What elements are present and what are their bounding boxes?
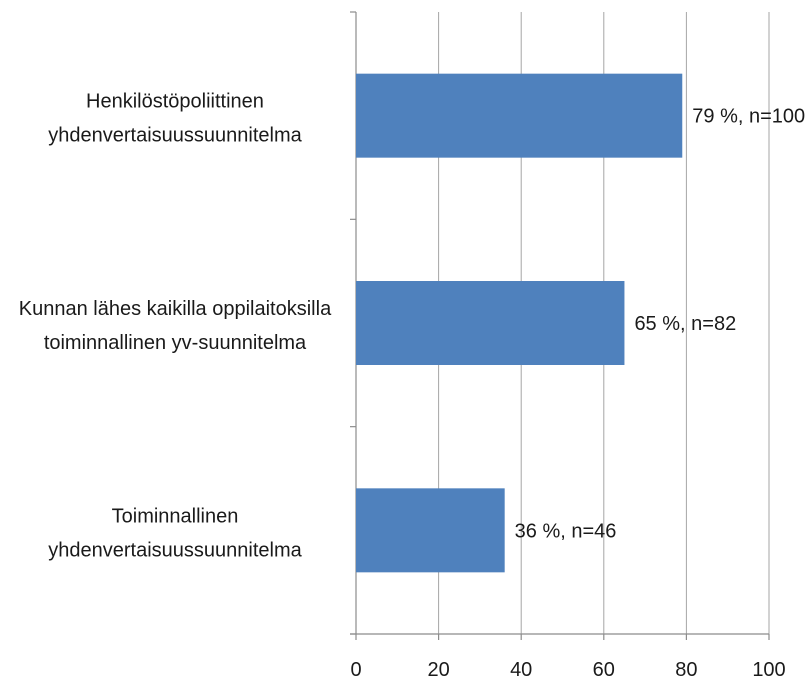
category-label-0: yhdenvertaisuussuunnitelma: [48, 125, 302, 147]
x-tick-label: 60: [593, 659, 615, 681]
x-tick-label: 40: [510, 659, 532, 681]
category-label-2: yhdenvertaisuussuunnitelma: [48, 539, 302, 561]
x-tick-label: 20: [427, 659, 449, 681]
category-label-0: Henkilöstöpoliittinen: [86, 91, 264, 113]
x-tick-label: 100: [752, 659, 785, 681]
category-label-2: Toiminnallinen: [112, 505, 239, 527]
category-label-1: toiminnallinen yv-suunnitelma: [44, 332, 307, 354]
x-tick-label: 0: [350, 659, 361, 681]
bar-1: [356, 281, 624, 365]
bar-2: [356, 488, 505, 572]
x-tick-label: 80: [675, 659, 697, 681]
data-label-2: 36 %, n=46: [515, 520, 617, 542]
data-label-0: 79 %, n=100: [692, 106, 805, 128]
bar-0: [356, 74, 682, 158]
data-label-1: 65 %, n=82: [634, 313, 736, 335]
category-label-1: Kunnan lähes kaikilla oppilaitoksilla: [19, 298, 332, 320]
